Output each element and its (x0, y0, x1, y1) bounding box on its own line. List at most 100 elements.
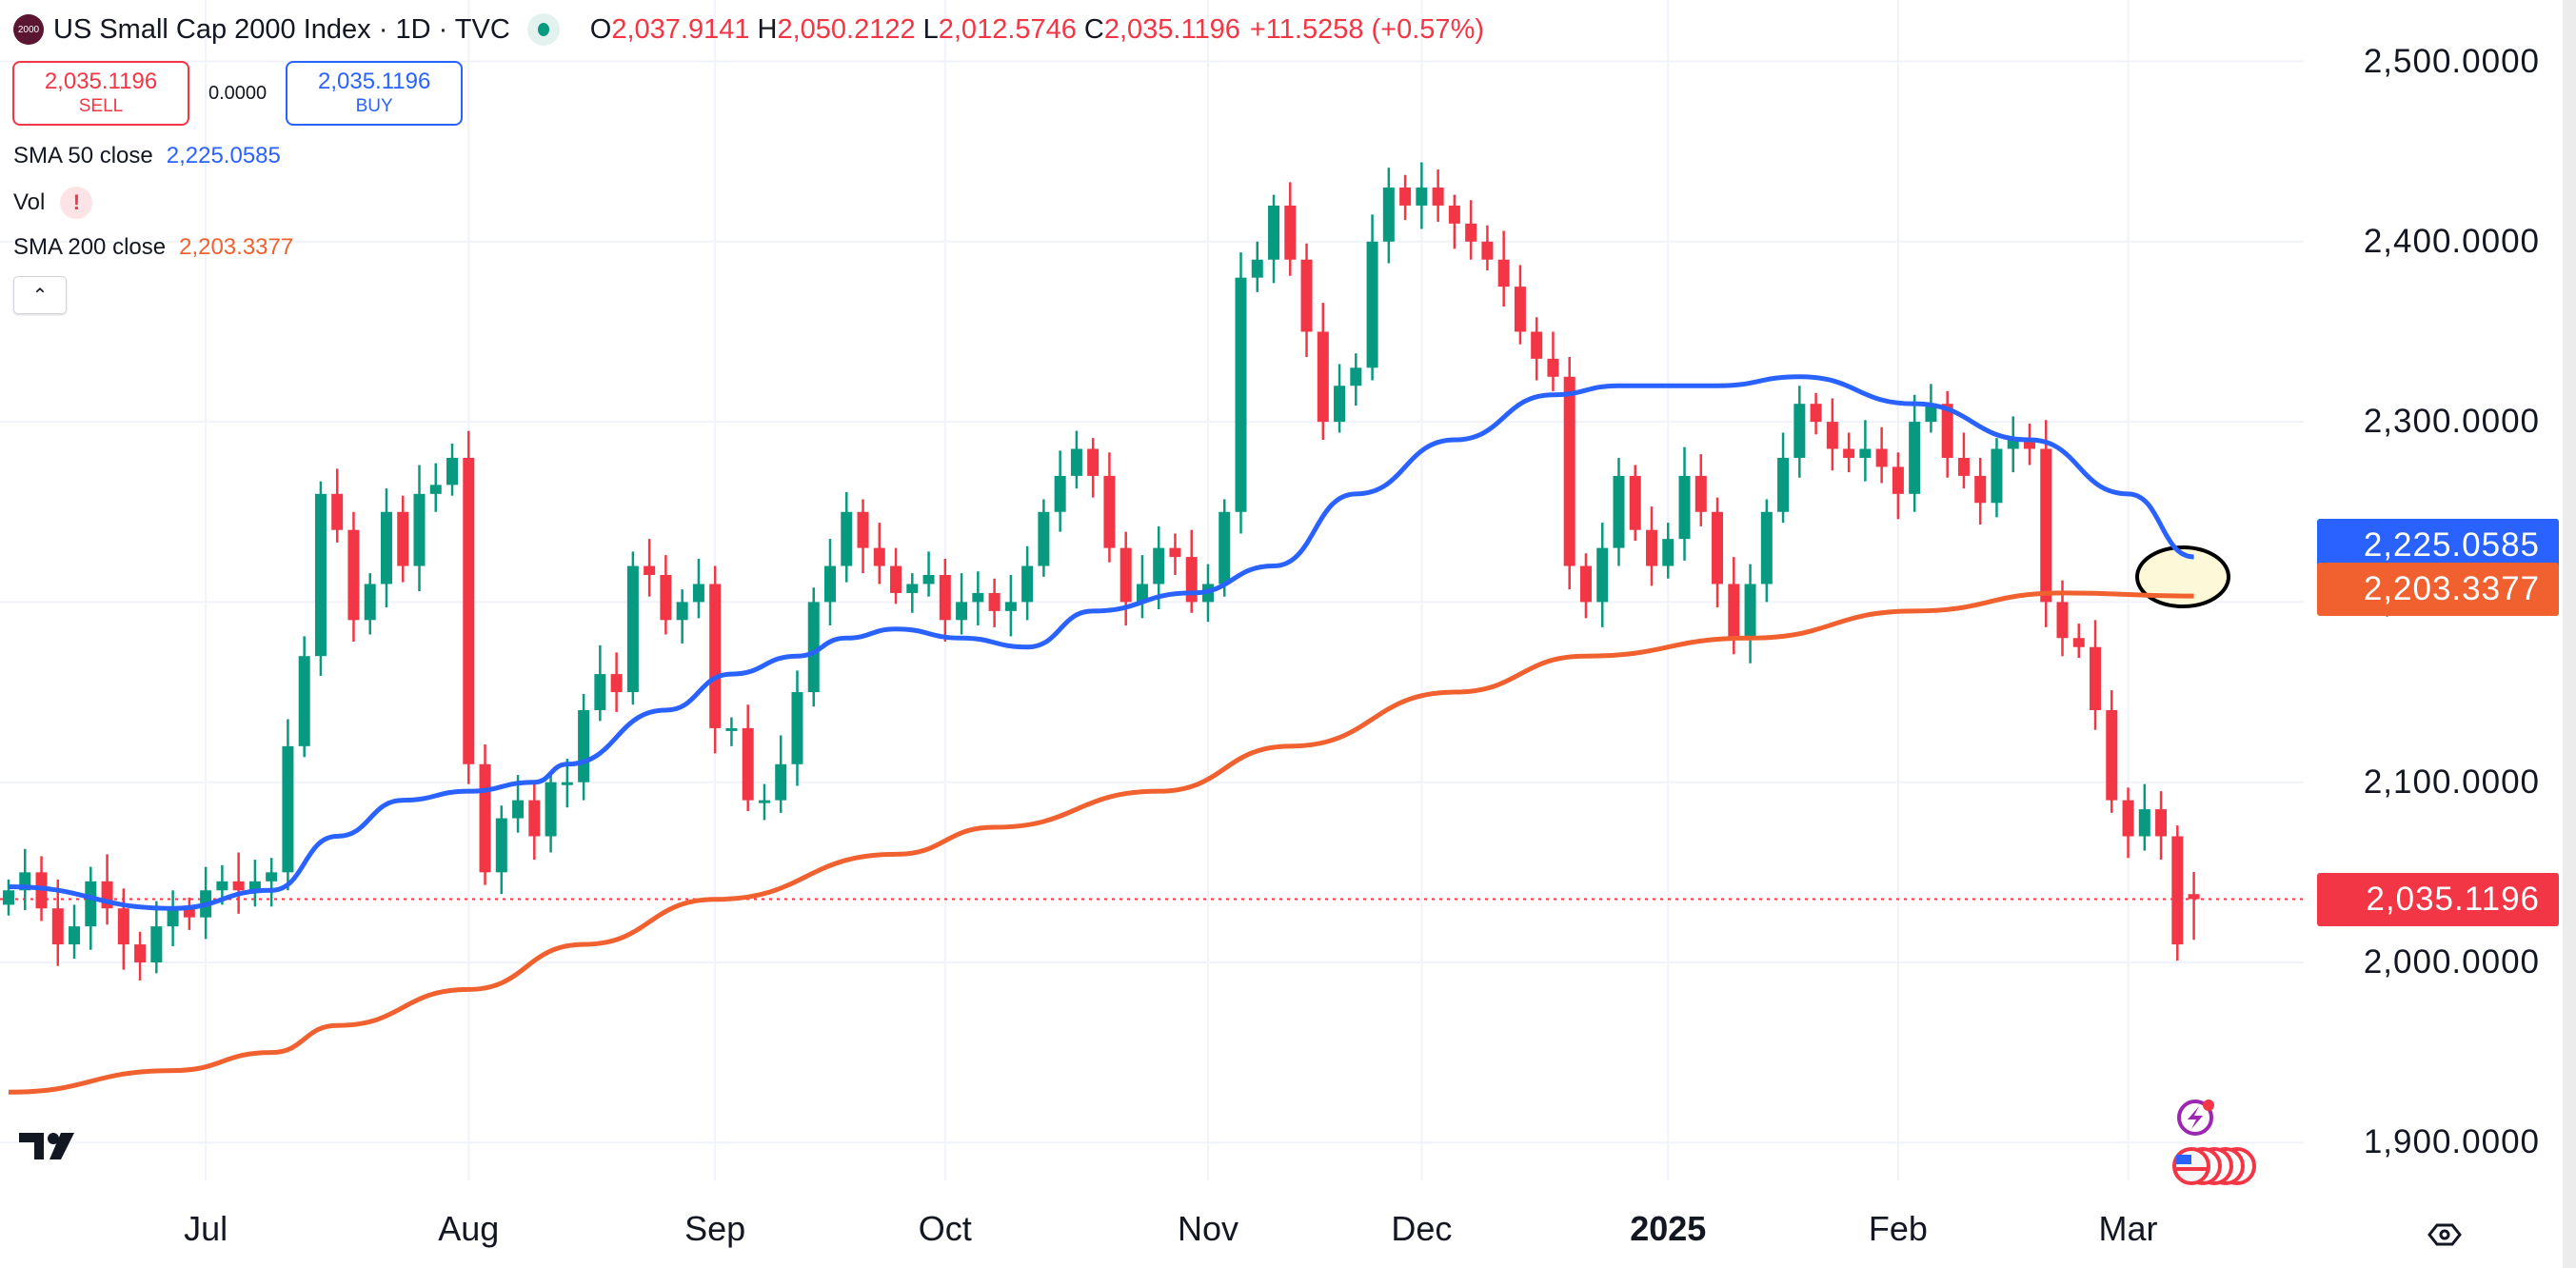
candle (1087, 438, 1100, 498)
candle (101, 854, 113, 925)
candle (594, 644, 606, 722)
candle (1941, 390, 1953, 478)
candle (1481, 225, 1494, 271)
warning-icon[interactable]: ! (60, 187, 93, 219)
candle (1366, 214, 1378, 381)
grid (0, 0, 2304, 1180)
indicator-name: SMA 200 close (13, 234, 167, 260)
candle (380, 488, 392, 608)
candle (1514, 265, 1526, 345)
candle (1465, 200, 1477, 260)
time-tick-label: Oct (918, 1209, 972, 1248)
candle (1712, 497, 1724, 608)
candle (1892, 452, 1904, 520)
buy-label: BUY (355, 96, 393, 116)
settings-hexagon-icon[interactable] (2427, 1223, 2462, 1246)
candle (2155, 791, 2168, 861)
candle (1497, 230, 1510, 307)
last-price-badge: 2,035.1196 (2317, 873, 2559, 926)
candle (1596, 523, 1609, 627)
candle (2188, 871, 2200, 941)
lightning-event-icon[interactable] (2177, 1100, 2214, 1136)
candle (709, 565, 722, 754)
collapse-indicators-button[interactable]: ⌃ (13, 276, 67, 314)
symbol-header: 2000 US Small Cap 2000 Index · 1D · TVC … (13, 13, 1484, 46)
candle (2090, 620, 2102, 730)
tradingview-logo[interactable] (19, 1133, 74, 1159)
candle (742, 704, 754, 811)
symbol-title[interactable]: US Small Cap 2000 Index · 1D · TVC (53, 13, 510, 45)
candle (626, 551, 639, 705)
candle (1957, 432, 1970, 489)
indicator-sma200[interactable]: SMA 200 close 2,203.3377 (13, 234, 293, 261)
candle (528, 782, 541, 861)
ohlc-value: 2,035.1196 (1103, 13, 1240, 45)
candle (1646, 506, 1657, 586)
indicator-name: SMA 50 close (13, 143, 153, 168)
candle (397, 495, 409, 583)
ohlc-key: L (922, 13, 939, 45)
candle (1038, 499, 1050, 577)
candle (232, 852, 245, 914)
candle (1793, 386, 1806, 478)
candle (314, 481, 327, 677)
candle (1235, 252, 1247, 534)
candle (578, 693, 590, 801)
candle (939, 558, 951, 643)
candle (19, 848, 31, 911)
time-tick-label: Nov (1177, 1209, 1238, 1248)
candle (1826, 398, 1838, 471)
indicator-vol[interactable]: Vol ! (13, 187, 93, 219)
candle (1974, 457, 1987, 525)
sell-price: 2,035.1196 (44, 69, 158, 95)
candle (85, 866, 97, 950)
price-tick-label: 2,500.0000 (2363, 42, 2540, 80)
time-tick-label: 2025 (1630, 1209, 1707, 1248)
ohlc-key: O (589, 13, 612, 45)
scrollbar[interactable] (2563, 0, 2576, 1268)
candle (758, 783, 770, 821)
buy-button[interactable]: 2,035.1196 BUY (286, 61, 464, 126)
ohlc-value: 2,012.5746 (938, 13, 1077, 45)
candle (922, 551, 935, 597)
candle (1810, 392, 1822, 435)
us-economic-events-icon[interactable] (2172, 1147, 2256, 1185)
candle (956, 573, 968, 635)
candle (1909, 394, 1921, 512)
candle (1103, 452, 1116, 563)
candle (1169, 533, 1181, 576)
ohlc-values: O2,037.9141 H2,050.2122 L2,012.5746 C2,035.… (583, 14, 1240, 46)
candle (1399, 174, 1412, 221)
candle (988, 578, 1001, 627)
market-status-icon[interactable] (526, 13, 560, 46)
candle (1760, 499, 1773, 603)
time-tick-label: Sep (684, 1209, 746, 1248)
indicator-value: 2,203.3377 (179, 234, 294, 260)
candle (1185, 529, 1198, 613)
candle (841, 491, 853, 583)
candle (117, 888, 129, 970)
candle (1629, 465, 1641, 542)
sell-button[interactable]: 2,035.1196 SELL (12, 61, 189, 126)
candle (2007, 416, 2019, 473)
candle (51, 879, 64, 966)
candle (1120, 531, 1132, 626)
candle (1579, 553, 1592, 619)
candle (1284, 182, 1297, 276)
candle (167, 890, 179, 946)
candle (2122, 787, 2134, 859)
candle (890, 547, 902, 604)
candle (1531, 317, 1543, 381)
candle (1004, 575, 1017, 637)
candle (1382, 168, 1395, 264)
sma200-line (8, 590, 2194, 1095)
candle (2023, 423, 2035, 466)
ohlc-key: H (757, 13, 778, 45)
candle (1613, 457, 1625, 566)
candle (347, 511, 360, 643)
candle (1859, 420, 1872, 482)
candle (1678, 446, 1691, 561)
indicator-sma50[interactable]: SMA 50 close 2,225.0585 (13, 143, 281, 169)
candle (561, 759, 573, 808)
